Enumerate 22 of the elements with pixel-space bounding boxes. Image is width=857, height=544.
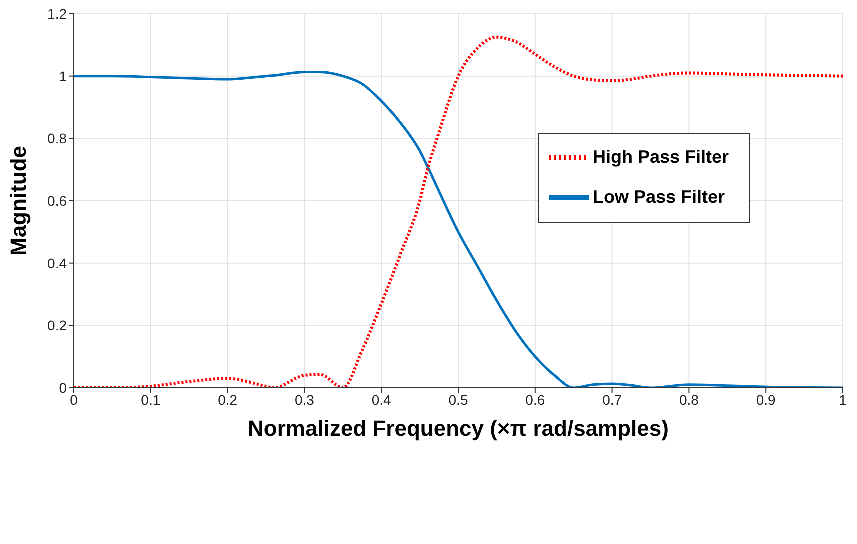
x-axis-title: Normalized Frequency (×π rad/samples) xyxy=(248,416,669,441)
x-tick-label: 0.1 xyxy=(141,392,161,408)
legend-label: Low Pass Filter xyxy=(593,186,726,207)
x-tick-label: 0.5 xyxy=(448,392,468,408)
x-tick-label: 0.6 xyxy=(526,392,546,408)
y-tick-label: 1.2 xyxy=(48,6,68,22)
y-axis-title: Magnitude xyxy=(6,146,31,256)
x-tick-label: 0.3 xyxy=(294,392,315,408)
y-tick-label: 1 xyxy=(59,68,68,84)
y-tick-label: 0.4 xyxy=(48,255,68,272)
x-tick-label: 0.2 xyxy=(218,392,238,408)
x-tick-label: 0.4 xyxy=(372,392,392,408)
legend-label: High Pass Filter xyxy=(593,146,730,167)
x-tick-label: 1 xyxy=(839,392,848,408)
y-tick-label: 0 xyxy=(59,380,68,396)
x-tick-label: 0.8 xyxy=(679,392,700,408)
x-tick-label: 0 xyxy=(70,392,78,408)
x-tick-label: 0.7 xyxy=(602,392,622,408)
y-tick-label: 0.2 xyxy=(48,318,68,334)
y-tick-label: 0.8 xyxy=(48,130,68,147)
y-tick-label: 0.6 xyxy=(48,192,68,209)
x-tick-label: 0.9 xyxy=(756,392,776,408)
